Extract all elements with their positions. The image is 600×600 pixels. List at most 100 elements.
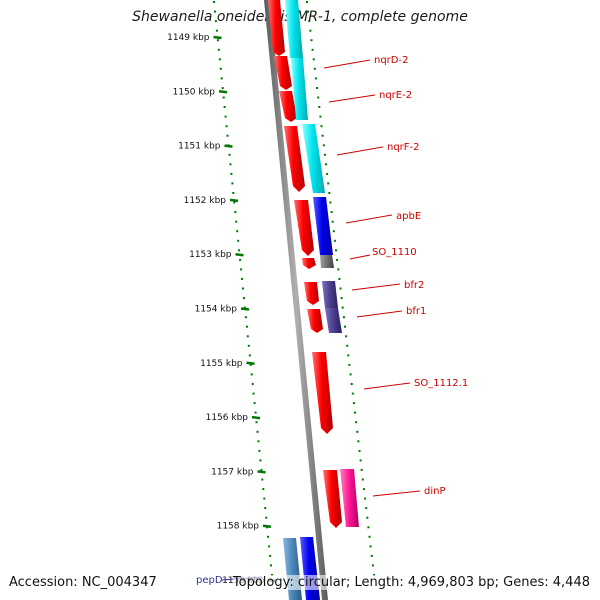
bfr2-gene-feature[interactable] [322, 281, 338, 308]
track-dot [313, 67, 316, 70]
scale-tick-label: 1150 kbp [173, 87, 216, 97]
gene-feature[interactable] [268, 0, 285, 56]
nqr-gene-feature[interactable] [291, 58, 308, 120]
track-dot [318, 106, 321, 108]
track-dot [329, 201, 332, 204]
track-dot [238, 249, 241, 252]
track-dot [362, 488, 365, 491]
scale-tick [229, 198, 239, 203]
scale-tick-label: 1156 kbp [206, 413, 249, 423]
nqr-gene-feature[interactable] [302, 124, 325, 193]
track-dot [234, 211, 237, 214]
track-dot [306, 1, 308, 3]
track-dot [243, 297, 245, 300]
gene-feature[interactable] [284, 126, 305, 192]
track-dot [307, 10, 310, 13]
track-dot [326, 172, 329, 175]
track-dot [336, 258, 339, 261]
track-dot [270, 564, 272, 567]
scale-tick-label: 1157 kbp [211, 467, 254, 477]
scale-ticks: 1149 kbp 1150 kbp 1151 kbp 1152 kbp 1153 kbp… [167, 33, 277, 586]
scale-tick-label: 1155 kbp [200, 359, 243, 369]
track-dot [215, 29, 218, 32]
track-dot [342, 316, 345, 319]
scale-tick-label: 1149 kbp [167, 33, 210, 43]
gene-label-nqrE-2[interactable]: nqrE-2 [379, 90, 412, 101]
gene-feature[interactable] [302, 258, 316, 269]
gene-label-pepD[interactable]: pepD [196, 575, 223, 586]
reverse-strand-track [283, 0, 359, 600]
genome-backbone [264, 0, 328, 600]
track-dot [371, 564, 374, 567]
gene-feature[interactable] [274, 56, 292, 90]
track-dot [244, 316, 247, 319]
gene-label-SO_1112.1[interactable]: SO_1112.1 [414, 378, 468, 389]
scale-tick-label: 1153 kbp [189, 250, 232, 260]
track-dot [239, 258, 242, 261]
track-dot [250, 373, 253, 376]
track-dot [247, 344, 250, 347]
gene-feature[interactable] [294, 200, 314, 256]
track-dot [311, 48, 314, 51]
track-dot [309, 29, 312, 32]
track-dot [360, 468, 363, 471]
bfr1-gene-feature[interactable] [325, 308, 342, 333]
track-dot [348, 363, 351, 366]
track-dot [327, 182, 330, 185]
gene-label-bfr2[interactable]: bfr2 [404, 280, 424, 291]
gene-label-SO_1110[interactable]: SO_1110 [372, 247, 417, 258]
track-dot [223, 106, 226, 108]
track-dot [361, 478, 364, 481]
track-dot [351, 392, 354, 395]
gene-label-nqrD-2[interactable]: nqrD-2 [374, 55, 408, 66]
track-dot [232, 192, 235, 194]
track-dot [253, 402, 256, 405]
track-dot [323, 153, 326, 156]
track-dot [258, 449, 261, 452]
gene-feature[interactable] [304, 282, 319, 305]
track-dot [230, 172, 233, 175]
dinP-gene-feature[interactable] [340, 469, 359, 527]
gene-feature[interactable] [279, 91, 297, 122]
gene-label-dinP[interactable]: dinP [424, 486, 446, 497]
track-dot [349, 373, 352, 376]
gene-feature[interactable] [323, 470, 342, 528]
track-dot [365, 507, 368, 510]
track-dot [222, 96, 225, 99]
track-dot [265, 516, 268, 519]
track-dot [251, 383, 254, 385]
gene-label-nqrF-2[interactable]: nqrF-2 [387, 142, 420, 153]
track-dot [347, 354, 350, 357]
track-dot [261, 478, 264, 481]
track-dot [248, 354, 251, 357]
track-dot [333, 239, 336, 242]
track-dot [221, 87, 224, 89]
pepD-gene-feature-1[interactable] [283, 538, 302, 600]
scale-tick-label: 1152 kbp [184, 196, 227, 206]
track-dot [341, 306, 344, 309]
track-dot [241, 277, 243, 280]
track-dot [308, 20, 311, 23]
gene-label-apbE[interactable]: apbE [396, 211, 421, 222]
track-dot [344, 325, 346, 328]
track-dot [330, 211, 333, 214]
track-dot [320, 125, 323, 128]
track-dot [216, 39, 219, 42]
track-dot [228, 153, 231, 156]
track-dot [269, 554, 272, 557]
track-dot [370, 554, 373, 557]
track-dot [242, 287, 244, 290]
gene-feature[interactable] [307, 309, 323, 333]
nqr-gene-feature[interactable] [285, 0, 303, 58]
track-dot [325, 163, 327, 166]
gene-label-bfr1[interactable]: bfr1 [406, 306, 426, 317]
track-dot [355, 421, 358, 424]
apbE-gene-feature[interactable] [313, 197, 333, 255]
SO_1110-gene-feature[interactable] [320, 255, 334, 268]
label-leaders [323, 59, 421, 497]
track-dot [268, 545, 271, 548]
track-dot [233, 201, 236, 204]
track-dot [219, 67, 222, 70]
gene-feature[interactable] [312, 352, 333, 434]
track-dot [225, 125, 228, 128]
